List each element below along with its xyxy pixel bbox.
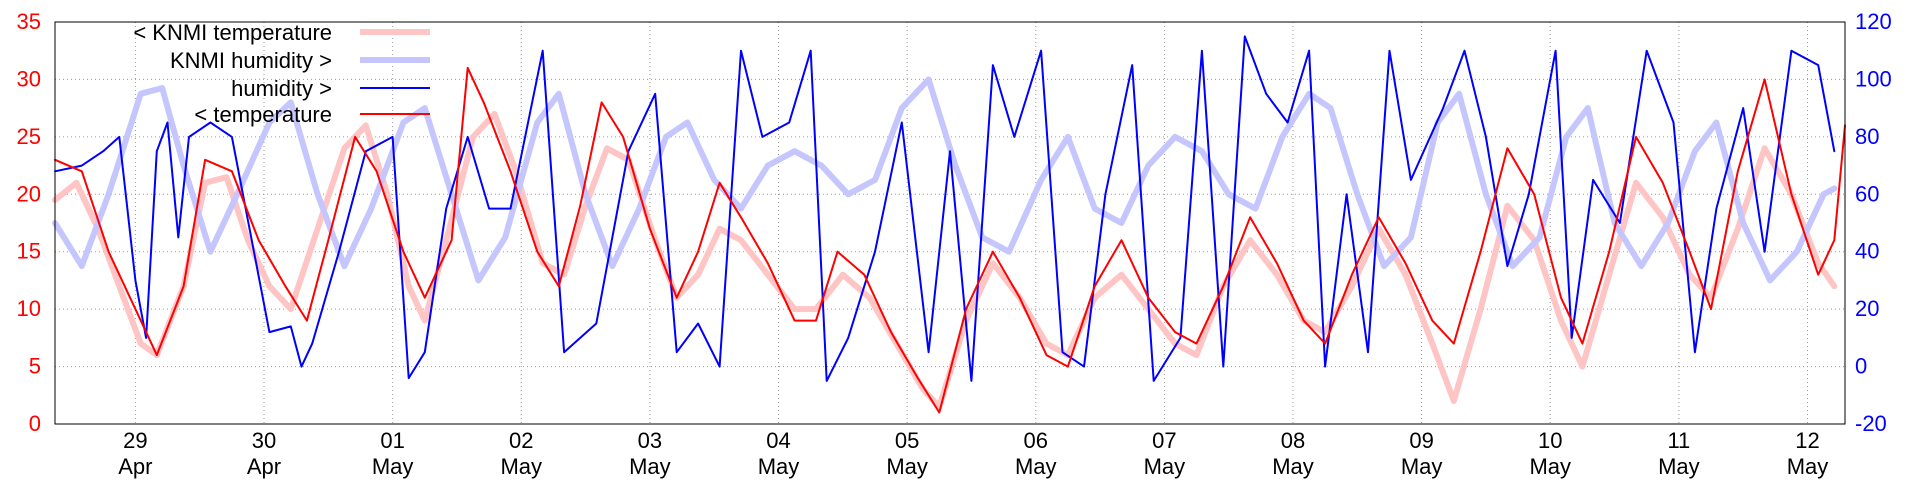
y-left-tick-label: 5 [29, 354, 41, 379]
legend-label: < temperature [194, 102, 332, 127]
x-tick-month: May [1401, 454, 1443, 479]
x-tick-month: May [500, 454, 542, 479]
x-tick-month: May [758, 454, 800, 479]
humidity-line [54, 35, 1836, 382]
x-tick-day: 05 [895, 428, 919, 453]
y-left-tick-label: 15 [17, 239, 41, 264]
knmi-temperature-line [52, 110, 1838, 410]
y-right-tick-label: 40 [1855, 239, 1879, 264]
x-tick-month: May [1272, 454, 1314, 479]
x-tick-month: May [372, 454, 414, 479]
x-tick-month: May [1787, 454, 1829, 479]
y-left-tick-label: 10 [17, 296, 41, 321]
left-axis: 0 5 10 15 20 25 30 35 [17, 9, 41, 436]
x-tick-month: Apr [247, 454, 281, 479]
y-right-tick-label: 80 [1855, 124, 1879, 149]
temperature-line [54, 66, 1846, 414]
legend-label: humidity > [231, 76, 332, 101]
x-tick-day: 08 [1281, 428, 1305, 453]
right-axis: -20 0 20 40 60 80 100 120 [1855, 9, 1892, 436]
series-layer [52, 35, 1846, 414]
legend-label: < KNMI temperature [133, 20, 332, 45]
y-left-tick-label: 25 [17, 124, 41, 149]
y-right-tick-label: 120 [1855, 9, 1892, 34]
plot-frame [54, 21, 1846, 425]
x-tick-day: 01 [380, 428, 404, 453]
x-tick-month: May [1015, 454, 1057, 479]
x-tick-day: 12 [1795, 428, 1819, 453]
knmi-humidity-line [52, 76, 1838, 284]
x-tick-month: May [1144, 454, 1186, 479]
x-tick-day: 09 [1409, 428, 1433, 453]
x-tick-day: 04 [766, 428, 790, 453]
y-left-tick-label: 30 [17, 66, 41, 91]
y-left-tick-label: 0 [29, 411, 41, 436]
x-tick-day: 10 [1538, 428, 1562, 453]
y-right-tick-label: 0 [1855, 354, 1867, 379]
x-tick-day: 29 [123, 428, 147, 453]
x-tick-month: Apr [118, 454, 152, 479]
x-tick-day: 11 [1667, 428, 1690, 453]
y-right-tick-label: 20 [1855, 296, 1879, 321]
y-left-tick-label: 20 [17, 181, 41, 206]
y-right-tick-label: 60 [1855, 181, 1879, 206]
y-left-tick-label: 35 [17, 9, 41, 34]
x-tick-month: May [629, 454, 671, 479]
legend: < KNMI temperature KNMI humidity > humidit… [133, 20, 430, 127]
x-tick-day: 02 [509, 428, 533, 453]
x-tick-day: 06 [1024, 428, 1048, 453]
y-right-tick-label: 100 [1855, 66, 1892, 91]
x-tick-month: May [886, 454, 928, 479]
x-tick-day: 03 [638, 428, 662, 453]
x-tick-day: 30 [252, 428, 276, 453]
legend-label: KNMI humidity > [170, 48, 332, 73]
x-axis: 29Apr30Apr01May02May03May04May05May06May… [118, 428, 1828, 479]
x-tick-day: 07 [1152, 428, 1176, 453]
y-right-tick-label: -20 [1855, 411, 1887, 436]
x-tick-month: May [1529, 454, 1571, 479]
x-tick-month: May [1658, 454, 1700, 479]
